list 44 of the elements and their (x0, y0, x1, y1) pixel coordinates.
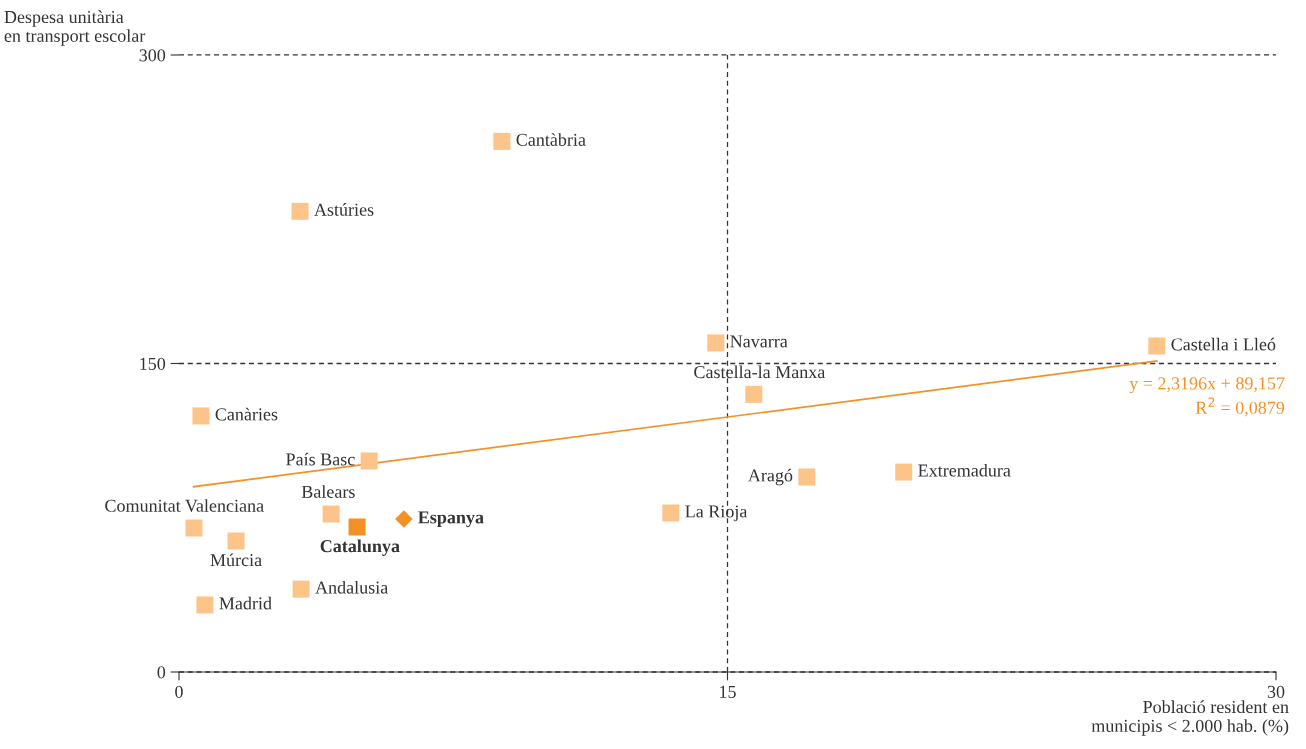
point (895, 463, 913, 481)
y-axis-title: Despesa unitària en transport escolar (4, 10, 146, 46)
point (707, 334, 725, 352)
point (322, 505, 340, 523)
point (196, 596, 214, 614)
point (292, 580, 310, 598)
point (227, 532, 245, 550)
x-axis-title: Població resident en municipis < 2.000 hab. (%) (1091, 700, 1289, 736)
annotation: Catalunya (320, 539, 400, 556)
annotation: Astúries (314, 203, 374, 216)
annotation: Múrcia (210, 553, 262, 567)
y-tick-label: 300 (139, 49, 166, 62)
point (291, 202, 309, 220)
annotation: y = 2,3196x + 89,157 (1129, 377, 1285, 394)
x-tick-label: 0 (175, 685, 183, 698)
annotation: Castella-la Manxa (694, 365, 826, 379)
annotation: La Rioja (685, 505, 748, 522)
annotation: Comunitat Valenciana (105, 499, 264, 512)
annotation: Andalusia (315, 580, 388, 594)
annotation: Navarra (730, 335, 788, 348)
x-tick-label: 15 (720, 685, 736, 698)
annotation: Canàries (215, 407, 278, 421)
annotation: Cantàbria (516, 133, 586, 146)
annotation: Aragó (748, 468, 793, 486)
annotation: Extremadura (918, 463, 1011, 477)
annotation: R$^{2}$ = 0,0879 (1195, 397, 1285, 417)
annotation: Castella i Lleó (1171, 337, 1276, 351)
point (798, 468, 816, 486)
annotation: País Basc (286, 452, 355, 466)
point (360, 452, 378, 470)
point (192, 407, 210, 425)
point (348, 518, 366, 536)
x-tick-label: 30 (1267, 685, 1285, 698)
annotation: Espanya (418, 511, 484, 528)
annotation: Balears (301, 485, 355, 498)
y-tick-label: 150 (140, 357, 166, 370)
point (662, 504, 680, 522)
point (185, 519, 203, 537)
point (745, 385, 763, 403)
annotation: Madrid (219, 596, 272, 610)
point (493, 132, 511, 150)
point (1148, 337, 1166, 355)
y-tick-label: 0 (157, 666, 166, 679)
point (395, 510, 413, 528)
